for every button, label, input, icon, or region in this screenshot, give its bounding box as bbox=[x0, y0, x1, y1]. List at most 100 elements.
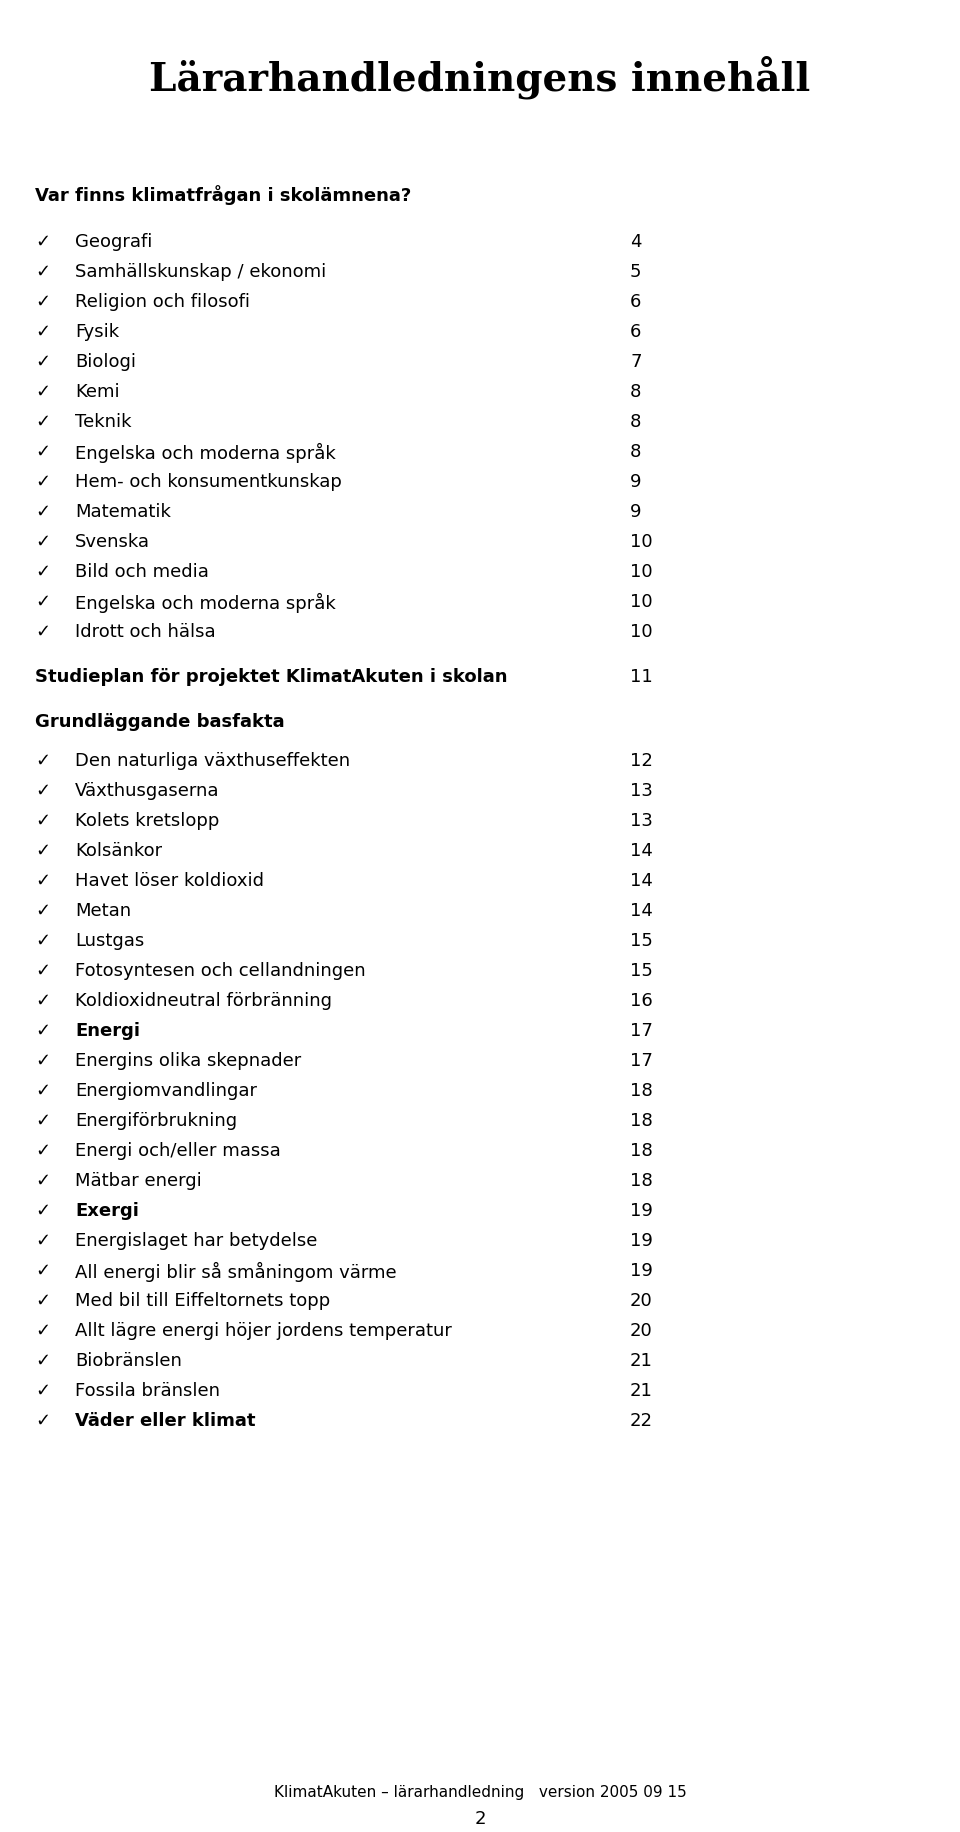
Text: 6: 6 bbox=[630, 293, 641, 311]
Text: Energislaget har betydelse: Energislaget har betydelse bbox=[75, 1231, 318, 1249]
Text: ✓: ✓ bbox=[35, 931, 50, 949]
Text: Energiomvandlingar: Energiomvandlingar bbox=[75, 1081, 257, 1099]
Text: 8: 8 bbox=[630, 383, 641, 401]
Text: 13: 13 bbox=[630, 812, 653, 830]
Text: Energiförbrukning: Energiförbrukning bbox=[75, 1112, 237, 1129]
Text: 10: 10 bbox=[630, 623, 653, 641]
Text: 18: 18 bbox=[630, 1141, 653, 1160]
Text: ✓: ✓ bbox=[35, 1292, 50, 1310]
Text: ✓: ✓ bbox=[35, 1141, 50, 1160]
Text: ✓: ✓ bbox=[35, 233, 50, 251]
Text: 15: 15 bbox=[630, 962, 653, 980]
Text: KlimatAkuten – lärarhandledning   version 2005 09 15: KlimatAkuten – lärarhandledning version … bbox=[274, 1784, 686, 1799]
Text: ✓: ✓ bbox=[35, 1112, 50, 1129]
Text: Matematik: Matematik bbox=[75, 502, 171, 520]
Text: 12: 12 bbox=[630, 751, 653, 769]
Text: Väder eller klimat: Väder eller klimat bbox=[75, 1411, 255, 1429]
Text: 20: 20 bbox=[630, 1292, 653, 1310]
Text: 14: 14 bbox=[630, 901, 653, 920]
Text: 16: 16 bbox=[630, 991, 653, 1009]
Text: 18: 18 bbox=[630, 1081, 653, 1099]
Text: Kolsänkor: Kolsänkor bbox=[75, 841, 162, 859]
Text: Energins olika skepnader: Energins olika skepnader bbox=[75, 1052, 301, 1070]
Text: ✓: ✓ bbox=[35, 812, 50, 830]
Text: 5: 5 bbox=[630, 262, 641, 280]
Text: 9: 9 bbox=[630, 473, 641, 491]
Text: Växthusgaserna: Växthusgaserna bbox=[75, 782, 220, 799]
Text: 14: 14 bbox=[630, 841, 653, 859]
Text: Havet löser koldioxid: Havet löser koldioxid bbox=[75, 872, 264, 890]
Text: ✓: ✓ bbox=[35, 322, 50, 341]
Text: ✓: ✓ bbox=[35, 1052, 50, 1070]
Text: ✓: ✓ bbox=[35, 1352, 50, 1369]
Text: ✓: ✓ bbox=[35, 872, 50, 890]
Text: ✓: ✓ bbox=[35, 962, 50, 980]
Text: 20: 20 bbox=[630, 1321, 653, 1339]
Text: 22: 22 bbox=[630, 1411, 653, 1429]
Text: Teknik: Teknik bbox=[75, 412, 132, 431]
Text: ✓: ✓ bbox=[35, 354, 50, 370]
Text: 21: 21 bbox=[630, 1352, 653, 1369]
Text: 10: 10 bbox=[630, 594, 653, 610]
Text: 19: 19 bbox=[630, 1260, 653, 1279]
Text: All energi blir så småningom värme: All energi blir så småningom värme bbox=[75, 1260, 396, 1281]
Text: 2: 2 bbox=[474, 1808, 486, 1827]
Text: 13: 13 bbox=[630, 782, 653, 799]
Text: ✓: ✓ bbox=[35, 1411, 50, 1429]
Text: ✓: ✓ bbox=[35, 412, 50, 431]
Text: Metan: Metan bbox=[75, 901, 132, 920]
Text: Kemi: Kemi bbox=[75, 383, 120, 401]
Text: 15: 15 bbox=[630, 931, 653, 949]
Text: Mätbar energi: Mätbar energi bbox=[75, 1171, 202, 1189]
Text: ✓: ✓ bbox=[35, 502, 50, 520]
Text: 10: 10 bbox=[630, 562, 653, 581]
Text: Idrott och hälsa: Idrott och hälsa bbox=[75, 623, 216, 641]
Text: ✓: ✓ bbox=[35, 751, 50, 769]
Text: 8: 8 bbox=[630, 412, 641, 431]
Text: 9: 9 bbox=[630, 502, 641, 520]
Text: Med bil till Eiffeltornets topp: Med bil till Eiffeltornets topp bbox=[75, 1292, 330, 1310]
Text: Grundläggande basfakta: Grundläggande basfakta bbox=[35, 713, 284, 731]
Text: ✓: ✓ bbox=[35, 1321, 50, 1339]
Text: 18: 18 bbox=[630, 1171, 653, 1189]
Text: Lärarhandledningens innehåll: Lärarhandledningens innehåll bbox=[150, 55, 810, 99]
Text: Hem- och konsumentkunskap: Hem- och konsumentkunskap bbox=[75, 473, 342, 491]
Text: Energi: Energi bbox=[75, 1022, 140, 1039]
Text: Engelska och moderna språk: Engelska och moderna språk bbox=[75, 443, 336, 463]
Text: 18: 18 bbox=[630, 1112, 653, 1129]
Text: Religion och filosofi: Religion och filosofi bbox=[75, 293, 250, 311]
Text: ✓: ✓ bbox=[35, 782, 50, 799]
Text: ✓: ✓ bbox=[35, 1171, 50, 1189]
Text: 14: 14 bbox=[630, 872, 653, 890]
Text: ✓: ✓ bbox=[35, 443, 50, 462]
Text: Biologi: Biologi bbox=[75, 354, 136, 370]
Text: ✓: ✓ bbox=[35, 1022, 50, 1039]
Text: 19: 19 bbox=[630, 1231, 653, 1249]
Text: Fossila bränslen: Fossila bränslen bbox=[75, 1381, 220, 1400]
Text: Energi och/eller massa: Energi och/eller massa bbox=[75, 1141, 280, 1160]
Text: Koldioxidneutral förbränning: Koldioxidneutral förbränning bbox=[75, 991, 332, 1009]
Text: ✓: ✓ bbox=[35, 562, 50, 581]
Text: ✓: ✓ bbox=[35, 383, 50, 401]
Text: ✓: ✓ bbox=[35, 533, 50, 551]
Text: ✓: ✓ bbox=[35, 594, 50, 610]
Text: Kolets kretslopp: Kolets kretslopp bbox=[75, 812, 220, 830]
Text: Bild och media: Bild och media bbox=[75, 562, 209, 581]
Text: ✓: ✓ bbox=[35, 1260, 50, 1279]
Text: Allt lägre energi höjer jordens temperatur: Allt lägre energi höjer jordens temperat… bbox=[75, 1321, 452, 1339]
Text: 4: 4 bbox=[630, 233, 641, 251]
Text: ✓: ✓ bbox=[35, 473, 50, 491]
Text: 8: 8 bbox=[630, 443, 641, 462]
Text: 10: 10 bbox=[630, 533, 653, 551]
Text: Fysik: Fysik bbox=[75, 322, 119, 341]
Text: Den naturliga växthuseffekten: Den naturliga växthuseffekten bbox=[75, 751, 350, 769]
Text: Studieplan för projektet KlimatAkuten i skolan: Studieplan för projektet KlimatAkuten i … bbox=[35, 667, 508, 685]
Text: ✓: ✓ bbox=[35, 293, 50, 311]
Text: 7: 7 bbox=[630, 354, 641, 370]
Text: Geografi: Geografi bbox=[75, 233, 153, 251]
Text: Fotosyntesen och cellandningen: Fotosyntesen och cellandningen bbox=[75, 962, 366, 980]
Text: ✓: ✓ bbox=[35, 1202, 50, 1220]
Text: 19: 19 bbox=[630, 1202, 653, 1220]
Text: ✓: ✓ bbox=[35, 1381, 50, 1400]
Text: Engelska och moderna språk: Engelska och moderna språk bbox=[75, 594, 336, 612]
